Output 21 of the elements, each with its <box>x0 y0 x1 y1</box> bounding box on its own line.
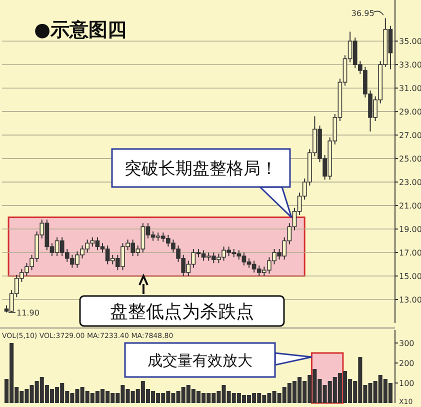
annotation: 36.95 <box>351 9 374 18</box>
y-tick-label: 33.00 <box>399 60 421 70</box>
y-tick-label: 23.00 <box>399 178 421 188</box>
y-tick-label: 13.00 <box>399 296 421 305</box>
annotation: 成交量有效放大 <box>148 352 252 370</box>
y-tick-label: 35.00 <box>399 37 421 46</box>
y-tick-label: 21.00 <box>399 202 421 211</box>
y-tick-label: 25.00 <box>399 154 421 164</box>
y-tick-label: 15.00 <box>399 272 421 282</box>
y-tick-label: 17.00 <box>399 248 421 258</box>
y-tick-label: 100 <box>399 379 414 388</box>
text: ●示意图四 <box>34 19 127 41</box>
y-tick-label: 29.00 <box>399 108 421 117</box>
annotation: 突破长期盘整格局！ <box>124 159 278 178</box>
annotation: 盘整低点为杀跌点 <box>110 301 254 322</box>
y-tick-label: 200 <box>399 359 414 368</box>
annotation: 11.90 <box>16 308 40 318</box>
y-tick-label: 19.00 <box>399 225 421 234</box>
y-tick-label: 27.00 <box>399 131 421 140</box>
y-tick-label: 31.00 <box>399 84 421 94</box>
y-tick-label: 300 <box>399 339 414 348</box>
